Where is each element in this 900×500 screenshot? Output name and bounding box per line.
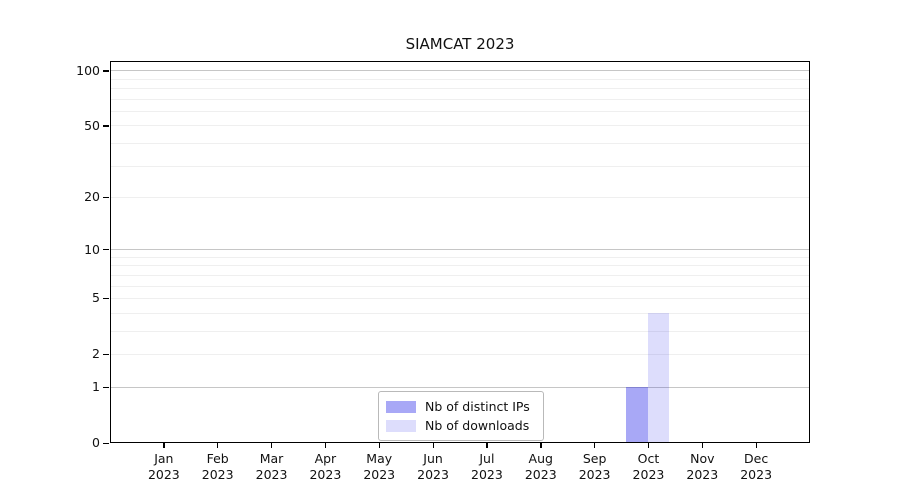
y-tick bbox=[103, 442, 109, 444]
y-tick bbox=[103, 249, 109, 251]
y-gridline-minor bbox=[111, 256, 809, 258]
y-tick-label: 2 bbox=[92, 346, 100, 362]
legend: Nb of distinct IPs Nb of downloads bbox=[378, 391, 544, 441]
x-tick-label: Dec 2023 bbox=[740, 451, 773, 482]
y-gridline-minor bbox=[111, 78, 809, 80]
y-gridline-major bbox=[111, 386, 809, 388]
x-tick bbox=[755, 443, 757, 448]
legend-item: Nb of distinct IPs bbox=[386, 397, 535, 416]
x-tick-label: Nov 2023 bbox=[686, 451, 719, 482]
legend-label: Nb of downloads bbox=[425, 418, 530, 433]
y-tick bbox=[103, 297, 109, 300]
y-tick-label: 1 bbox=[92, 379, 100, 395]
y-tick bbox=[103, 70, 109, 72]
x-tick bbox=[378, 443, 381, 448]
y-tick-label: 100 bbox=[76, 62, 100, 78]
x-tick bbox=[594, 443, 596, 448]
y-gridline-minor bbox=[111, 297, 809, 299]
x-tick-label: Sep 2023 bbox=[578, 451, 611, 482]
y-gridline-minor bbox=[111, 110, 809, 112]
x-tick-label: Feb 2023 bbox=[201, 451, 234, 482]
y-gridline-minor bbox=[111, 125, 809, 127]
y-gridline-minor bbox=[111, 312, 809, 314]
x-tick bbox=[217, 443, 219, 448]
y-tick bbox=[103, 125, 109, 127]
x-tick-label: Jul 2023 bbox=[471, 451, 503, 482]
y-tick bbox=[103, 196, 109, 199]
x-tick-label: Apr 2023 bbox=[309, 451, 342, 482]
y-gridline-minor bbox=[111, 274, 809, 276]
y-tick bbox=[103, 386, 109, 388]
y-gridline-minor bbox=[111, 353, 809, 355]
x-tick-label: Jan 2023 bbox=[147, 451, 180, 482]
legend-label: Nb of distinct IPs bbox=[425, 399, 530, 414]
legend-swatch bbox=[386, 419, 416, 432]
y-gridline-major bbox=[111, 70, 809, 72]
x-tick bbox=[647, 443, 650, 448]
x-tick-label: Jun 2023 bbox=[417, 451, 449, 482]
bar-nb-of-distinct-ips bbox=[626, 386, 648, 443]
legend-swatch bbox=[386, 400, 416, 413]
y-gridline-minor bbox=[111, 142, 809, 144]
x-tick-label: Oct 2023 bbox=[632, 451, 665, 482]
x-tick bbox=[324, 443, 327, 448]
x-tick-label: Aug 2023 bbox=[524, 451, 557, 482]
chart-title: SIAMCAT 2023 bbox=[405, 35, 515, 53]
y-tick-label: 5 bbox=[92, 290, 100, 306]
x-tick-label: Mar 2023 bbox=[255, 451, 288, 482]
y-gridline-minor bbox=[111, 98, 809, 100]
x-tick bbox=[432, 443, 434, 448]
plot-area bbox=[110, 61, 810, 443]
x-tick-label: May 2023 bbox=[363, 451, 396, 482]
x-tick bbox=[486, 443, 488, 448]
x-tick bbox=[540, 443, 542, 448]
y-gridline-minor bbox=[111, 165, 809, 167]
bar-nb-of-downloads bbox=[647, 312, 670, 443]
y-gridline-minor bbox=[111, 285, 809, 287]
y-gridline-minor bbox=[111, 196, 809, 198]
y-gridline-minor bbox=[111, 88, 809, 90]
y-tick bbox=[103, 353, 109, 356]
y-gridline-minor bbox=[111, 265, 809, 267]
y-gridline-major bbox=[111, 249, 809, 251]
x-tick bbox=[701, 443, 704, 448]
y-tick-label: 0 bbox=[92, 435, 100, 450]
y-tick-label: 50 bbox=[84, 117, 100, 133]
legend-item: Nb of downloads bbox=[386, 416, 535, 435]
y-tick-label: 10 bbox=[84, 241, 100, 257]
y-tick-label: 20 bbox=[84, 189, 100, 205]
x-tick bbox=[271, 443, 273, 448]
x-tick bbox=[163, 443, 165, 448]
y-gridline-minor bbox=[111, 330, 809, 332]
